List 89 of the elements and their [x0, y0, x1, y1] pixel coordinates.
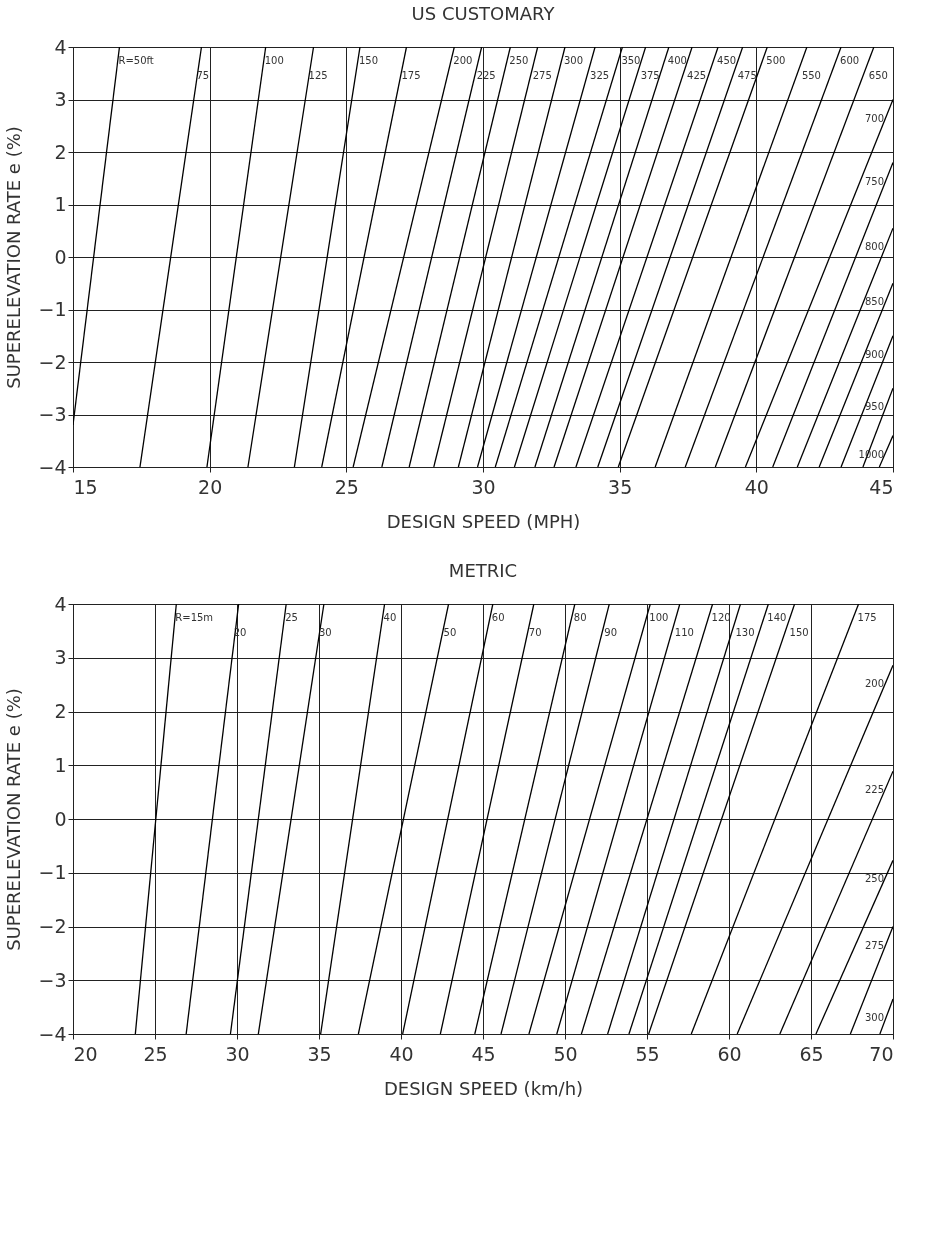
x-tick-label: 60 [717, 1042, 742, 1065]
series-label: 125 [308, 70, 328, 81]
series-label: 300 [564, 55, 584, 66]
y-tick-label: −3 [38, 403, 67, 425]
series-label: 275 [864, 939, 884, 951]
y-tick-label: 3 [54, 646, 67, 669]
x-tick-label: 70 [869, 1042, 894, 1065]
x-tick-label: 40 [389, 1042, 414, 1065]
series-label: 80 [573, 612, 587, 623]
series-label: 100 [649, 612, 669, 623]
series-label: R=50ft [118, 55, 154, 66]
series-label: 90 [604, 627, 618, 638]
series-label: 70 [528, 627, 542, 638]
series-label: 25 [285, 612, 298, 623]
x-tick-label: 35 [307, 1042, 332, 1065]
y-tick-label: −1 [38, 298, 67, 320]
series-label: 375 [640, 70, 660, 81]
series-label: 500 [766, 55, 786, 66]
y-tick-label: −4 [38, 1022, 67, 1045]
x-tick-label: 40 [744, 475, 769, 498]
y-tick-label: 1 [54, 193, 67, 215]
series-label: 850 [864, 296, 884, 308]
y-tick-label: 2 [54, 700, 67, 722]
x-tick-label: 30 [471, 475, 496, 498]
x-tick-label: 35 [608, 475, 633, 498]
series-label: 800 [864, 241, 884, 253]
x-tick-label: 20 [198, 475, 223, 498]
series-label: 300 [864, 1012, 884, 1024]
y-tick-label: 4 [54, 592, 67, 615]
series-label: 175 [857, 612, 877, 623]
series-label: 900 [864, 348, 884, 360]
x-tick-label: 25 [334, 475, 359, 498]
y-tick-label: 0 [54, 807, 67, 830]
chart-title: METRIC [448, 560, 518, 581]
series-label: 450 [717, 55, 737, 66]
series-label: 600 [840, 55, 860, 66]
y-tick-label: −2 [38, 915, 67, 937]
series-label: 175 [401, 70, 421, 81]
series-label: 75 [196, 70, 210, 81]
x-tick-label: 20 [73, 1042, 98, 1065]
series-label: 150 [359, 55, 379, 66]
x-tick-label: 25 [143, 1042, 168, 1065]
y-tick-label: 1 [54, 753, 67, 776]
series-label: 750 [864, 175, 884, 187]
x-axis-title: DESIGN SPEED (MPH) [386, 510, 581, 532]
y-tick-label: 3 [54, 88, 67, 110]
y-tick-label: 4 [54, 35, 67, 58]
series-label: 475 [737, 70, 757, 81]
series-label: 130 [735, 627, 755, 638]
series-label: 30 [318, 627, 332, 638]
series-label: 110 [674, 627, 694, 638]
series-label: 550 [801, 70, 821, 81]
series-label: 60 [491, 612, 505, 623]
y-axis-title: SUPERELEVATION RATE e (%) [3, 126, 25, 389]
series-label: 425 [687, 70, 707, 81]
series-label: 950 [864, 401, 884, 413]
series-label: 700 [864, 112, 884, 124]
y-axis-title: SUPERELEVATION RATE e (%) [3, 688, 25, 951]
x-tick-label: 45 [869, 475, 894, 498]
series-label: 100 [264, 55, 284, 66]
y-tick-label: −2 [38, 350, 67, 373]
x-tick-label: 50 [553, 1042, 578, 1065]
x-axis-title: DESIGN SPEED (km/h) [383, 1077, 584, 1099]
series-label: R=15m [175, 612, 214, 623]
series-label: 350 [621, 55, 641, 66]
series-label: 40 [383, 612, 397, 623]
series-label: 250 [509, 55, 529, 66]
series-label: 250 [864, 873, 884, 885]
series-label: 400 [667, 55, 687, 66]
series-label: 50 [443, 627, 457, 638]
series-label: 325 [590, 70, 610, 81]
series-label: 650 [868, 70, 888, 81]
series-label: 150 [789, 627, 809, 638]
x-tick-label: 15 [73, 475, 98, 498]
series-label: 140 [767, 612, 787, 623]
series-label: 275 [532, 70, 552, 81]
series-label: 200 [453, 55, 473, 66]
y-tick-label: −1 [38, 861, 67, 884]
series-label: 225 [864, 784, 884, 796]
x-tick-label: 55 [635, 1042, 660, 1065]
y-tick-label: −3 [38, 968, 67, 991]
chart-title: US CUSTOMARY [411, 3, 556, 24]
y-tick-label: 0 [54, 245, 67, 268]
x-tick-label: 30 [225, 1042, 250, 1065]
y-tick-label: 2 [54, 140, 67, 163]
x-tick-label: 45 [471, 1042, 496, 1065]
y-tick-label: −4 [38, 455, 67, 478]
series-label: 200 [864, 678, 884, 690]
x-tick-label: 65 [799, 1042, 824, 1065]
